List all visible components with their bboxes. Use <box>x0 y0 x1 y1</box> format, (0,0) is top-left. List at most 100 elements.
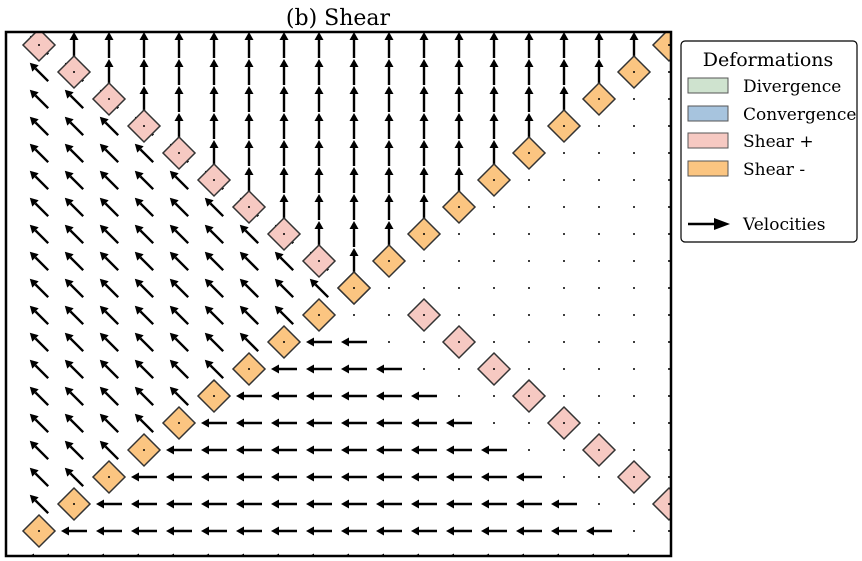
velocity-arrow <box>306 418 332 428</box>
velocity-arrow <box>61 526 87 536</box>
velocity-dot <box>598 395 600 397</box>
velocity-arrow <box>524 59 534 85</box>
velocity-arrow <box>411 526 437 536</box>
velocity-arrow <box>376 364 402 374</box>
velocity-arrow <box>64 305 85 326</box>
velocity-dot <box>633 206 635 208</box>
velocity-dot <box>528 449 530 451</box>
velocity-dot <box>563 449 565 451</box>
velocity-arrow <box>384 167 394 193</box>
velocity-arrow <box>349 248 359 274</box>
velocity-arrow <box>134 413 155 434</box>
velocity-dot <box>493 422 495 424</box>
velocity-arrow <box>481 472 507 482</box>
velocity-dot <box>668 395 670 397</box>
velocity-dot <box>528 206 530 208</box>
velocity-arrow <box>64 440 85 461</box>
velocity-arrow <box>446 472 472 482</box>
velocity-dot <box>563 152 565 154</box>
shear-plus-marker <box>581 432 617 468</box>
velocity-arrow <box>29 62 50 83</box>
velocity-arrow <box>489 86 499 112</box>
velocity-arrow <box>134 224 155 245</box>
velocity-arrow <box>96 499 122 509</box>
velocity-dot <box>598 152 600 154</box>
velocity-arrow <box>64 89 85 110</box>
velocity-arrow <box>201 472 227 482</box>
velocity-arrow <box>69 32 79 58</box>
velocity-arrow <box>341 499 367 509</box>
shear-minus-marker <box>161 405 197 441</box>
velocity-dot <box>423 341 425 343</box>
velocity-arrow <box>454 32 464 58</box>
velocity-dot <box>493 341 495 343</box>
legend-swatch <box>687 105 729 122</box>
shear-minus-marker <box>126 432 162 468</box>
velocity-arrow <box>274 251 295 272</box>
velocity-arrow <box>104 59 114 85</box>
velocity-arrow <box>594 59 604 85</box>
velocity-arrow <box>446 499 472 509</box>
velocity-arrow <box>271 499 297 509</box>
velocity-arrow <box>559 86 569 112</box>
velocity-arrow <box>99 359 120 380</box>
velocity-arrow <box>201 445 227 455</box>
velocity-arrow <box>99 170 120 191</box>
velocity-arrow <box>376 526 402 536</box>
velocity-arrow <box>239 224 260 245</box>
velocity-arrow <box>279 140 289 166</box>
velocity-dot <box>633 503 635 505</box>
velocity-dot <box>668 287 670 289</box>
velocity-arrow <box>314 140 324 166</box>
velocity-arrow <box>384 194 394 220</box>
velocity-arrow <box>516 472 542 482</box>
velocity-arrow <box>271 472 297 482</box>
legend-item: Shear + <box>687 132 814 152</box>
velocity-dot <box>458 287 460 289</box>
velocity-dot <box>598 476 600 478</box>
velocity-dot <box>598 287 600 289</box>
velocity-dot <box>493 233 495 235</box>
shear-plus-marker <box>91 81 127 117</box>
velocity-arrow <box>411 445 437 455</box>
velocity-dot <box>388 314 390 316</box>
velocity-arrow <box>236 499 262 509</box>
velocity-arrow <box>349 221 359 247</box>
velocity-arrow <box>411 391 437 401</box>
velocity-arrow <box>586 526 612 536</box>
velocity-dot <box>563 179 565 181</box>
velocity-arrow <box>169 224 190 245</box>
velocity-dot <box>668 233 670 235</box>
velocity-arrow <box>99 413 120 434</box>
velocity-arrow <box>99 224 120 245</box>
axes-frame <box>4 30 673 558</box>
velocity-dot <box>633 422 635 424</box>
velocity-arrow <box>341 526 367 536</box>
velocity-arrow <box>64 332 85 353</box>
velocity-arrow <box>446 526 472 536</box>
velocity-arrow <box>279 194 289 220</box>
shear-minus-marker <box>21 513 57 549</box>
velocity-arrow <box>454 140 464 166</box>
velocity-arrow <box>411 499 437 509</box>
velocity-dot <box>563 341 565 343</box>
shear-minus-marker <box>476 162 512 198</box>
velocity-arrow <box>64 170 85 191</box>
legend-label: Convergence <box>743 105 856 125</box>
velocity-dot <box>458 395 460 397</box>
velocity-dot <box>633 341 635 343</box>
velocity-arrow <box>134 278 155 299</box>
velocity-arrow <box>419 113 429 139</box>
shear-plus-marker <box>616 459 652 495</box>
velocity-dot <box>528 422 530 424</box>
velocity-arrow <box>384 140 394 166</box>
legend-title: Deformations <box>703 49 834 71</box>
velocity-dot <box>668 260 670 262</box>
velocity-arrow <box>134 197 155 218</box>
velocity-arrow <box>201 526 227 536</box>
velocity-dot <box>668 125 670 127</box>
velocity-arrow <box>306 364 332 374</box>
velocity-dot <box>493 206 495 208</box>
velocity-arrow <box>201 499 227 509</box>
velocity-arrow <box>29 386 50 407</box>
